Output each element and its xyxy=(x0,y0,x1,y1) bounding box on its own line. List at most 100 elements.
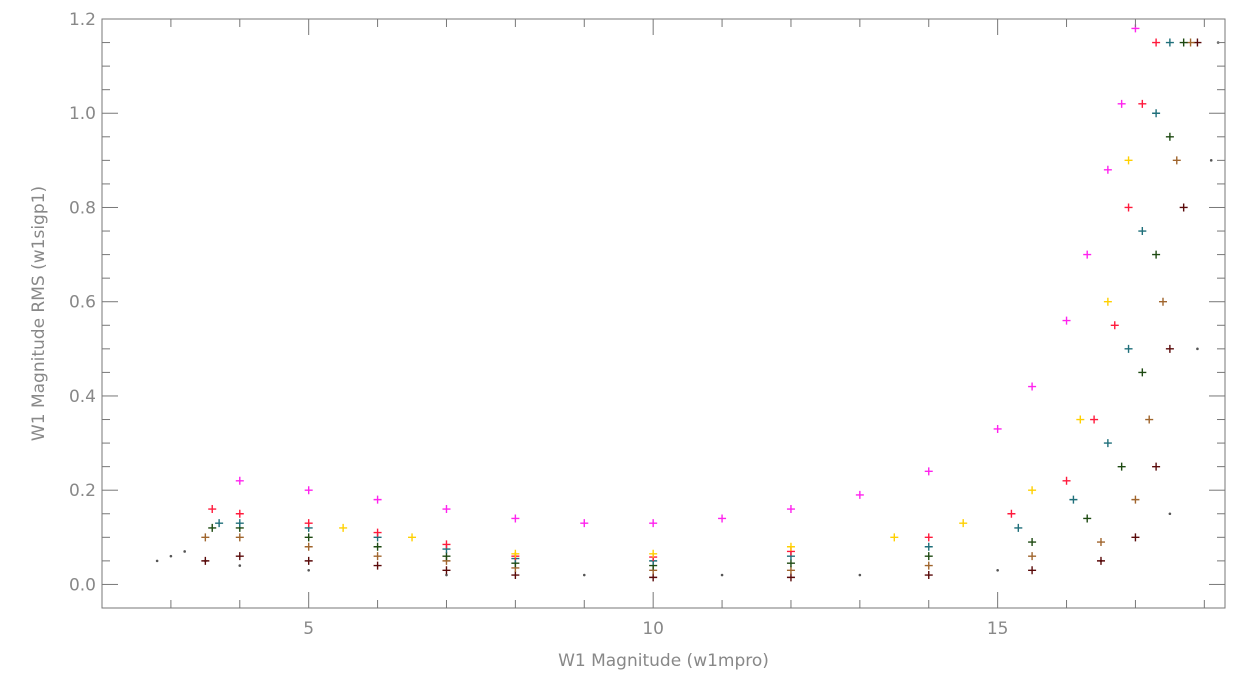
data-point xyxy=(924,533,933,542)
data-point xyxy=(720,573,724,577)
y-tick-label: 0.4 xyxy=(69,387,96,407)
data-point xyxy=(1138,227,1147,236)
x-tick-label: 15 xyxy=(987,619,1009,639)
data-point xyxy=(1131,533,1140,542)
data-point xyxy=(1096,538,1105,547)
plot-frame xyxy=(101,18,1226,609)
data-point xyxy=(235,552,244,561)
data-point xyxy=(649,519,658,528)
data-point xyxy=(786,542,795,551)
data-point xyxy=(445,573,448,577)
data-point xyxy=(890,533,899,542)
data-point xyxy=(1103,165,1112,174)
data-point xyxy=(373,542,382,551)
axis-ticks: 5 10 15 0.0 0.2 0.4 0.6 0.8 1.0 1.2 xyxy=(69,10,1225,639)
y-tick-label: 1.2 xyxy=(69,10,96,30)
y-tick-label: 0.2 xyxy=(69,481,96,501)
data-point xyxy=(442,540,451,549)
y-tick-label: 1.0 xyxy=(69,104,96,124)
data-point xyxy=(442,505,451,514)
data-point xyxy=(1103,297,1112,306)
data-point xyxy=(235,519,244,528)
series-0 xyxy=(155,41,1220,577)
data-point xyxy=(580,519,589,528)
data-point xyxy=(1138,368,1147,377)
data-point xyxy=(959,519,968,528)
data-point xyxy=(996,569,999,572)
data-point xyxy=(511,571,520,580)
data-point xyxy=(855,490,864,499)
data-point xyxy=(307,569,310,572)
data-point xyxy=(1152,109,1161,118)
series-3 xyxy=(208,38,1188,570)
data-point xyxy=(924,467,933,476)
series-7 xyxy=(235,24,1140,528)
data-point xyxy=(235,476,244,485)
data-point xyxy=(1124,344,1133,353)
y-tick-label: 0.8 xyxy=(69,198,96,218)
data-point xyxy=(1145,415,1154,424)
data-point xyxy=(183,550,186,553)
data-point xyxy=(582,573,586,577)
data-point xyxy=(993,424,1002,433)
data-point xyxy=(786,573,795,582)
data-point xyxy=(924,571,933,580)
data-point xyxy=(1007,509,1016,518)
data-point xyxy=(649,549,658,558)
data-point xyxy=(442,566,451,575)
data-point xyxy=(1152,250,1161,259)
data-point xyxy=(208,523,217,532)
data-point xyxy=(235,533,244,542)
data-point xyxy=(339,523,348,532)
data-point xyxy=(1117,462,1126,471)
y-axis-label: W1 Magnitude RMS (w1sigp1) xyxy=(29,186,49,441)
series-4 xyxy=(215,38,1174,565)
data-point xyxy=(1083,250,1092,259)
data-point xyxy=(649,573,658,582)
data-point xyxy=(924,552,933,561)
data-point xyxy=(1168,512,1172,516)
data-point xyxy=(1069,495,1078,504)
data-point xyxy=(1186,38,1195,47)
data-point xyxy=(1062,316,1071,325)
x-axis-label: W1 Magnitude (w1mpro) xyxy=(558,651,769,671)
series-2 xyxy=(201,38,1195,575)
series-1 xyxy=(201,38,1202,582)
data-point xyxy=(1165,132,1174,141)
data-point xyxy=(1165,344,1174,353)
data-point xyxy=(304,542,313,551)
data-point xyxy=(1028,486,1037,495)
data-point xyxy=(304,486,313,495)
data-point xyxy=(1076,415,1085,424)
data-point xyxy=(511,549,520,558)
data-point xyxy=(169,554,173,558)
data-point xyxy=(1083,514,1092,523)
data-point xyxy=(1090,415,1099,424)
data-point xyxy=(1131,495,1140,504)
data-point xyxy=(1096,556,1105,565)
data-point xyxy=(442,552,451,561)
data-point xyxy=(924,561,933,570)
data-point xyxy=(1179,203,1188,212)
data-point xyxy=(1110,321,1119,330)
data-point xyxy=(1117,99,1126,108)
data-point xyxy=(1028,552,1037,561)
data-points xyxy=(155,24,1220,582)
data-point xyxy=(238,564,242,567)
data-point xyxy=(1196,347,1199,351)
x-tick-label: 5 xyxy=(303,619,314,639)
data-point xyxy=(1172,156,1181,165)
data-point xyxy=(373,561,382,570)
data-point xyxy=(1124,156,1133,165)
data-point xyxy=(373,495,382,504)
data-point xyxy=(1124,203,1133,212)
data-point xyxy=(1209,159,1213,162)
data-point xyxy=(1103,439,1112,448)
data-point xyxy=(786,505,795,514)
y-tick-label: 0.0 xyxy=(69,575,96,595)
series-6 xyxy=(339,156,1133,558)
data-point xyxy=(858,573,862,577)
data-point xyxy=(1028,538,1037,547)
data-point xyxy=(786,559,795,568)
